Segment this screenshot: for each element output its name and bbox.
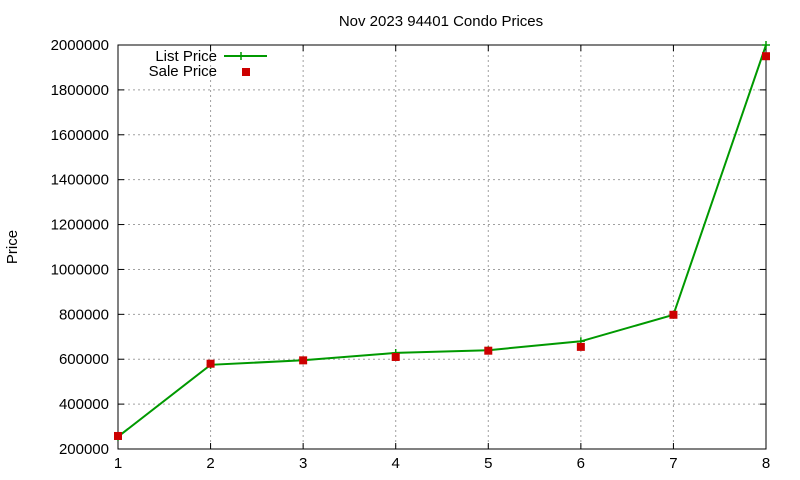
sale-price-point xyxy=(762,52,770,61)
y-tick-label: 200000 xyxy=(59,441,109,458)
legend-marker-list-price xyxy=(237,52,245,60)
sale-price-point xyxy=(299,356,308,365)
y-axis-label: Price xyxy=(4,230,21,264)
x-tick-label: 4 xyxy=(392,455,400,472)
x-tick-label: 8 xyxy=(762,455,770,472)
x-tick-label: 5 xyxy=(484,455,492,472)
y-tick-label: 1600000 xyxy=(51,127,109,144)
y-tick-label: 1200000 xyxy=(51,217,109,234)
x-tick-label: 6 xyxy=(577,455,585,472)
legend-label-sale-price: Sale Price xyxy=(149,63,217,80)
x-tick-label: 7 xyxy=(669,455,677,472)
x-tick-label: 3 xyxy=(299,455,307,472)
list-price-line xyxy=(117,44,767,438)
sale-price-point xyxy=(484,346,493,355)
y-tick-label: 400000 xyxy=(59,396,109,413)
sale-price-point xyxy=(391,352,400,361)
series-group xyxy=(114,41,770,441)
y-tick-label: 1400000 xyxy=(51,172,109,189)
sale-price-point xyxy=(669,310,678,319)
y-tick-label: 1800000 xyxy=(51,82,109,99)
legend-label-list-price: List Price xyxy=(155,48,217,65)
sale-price-point xyxy=(114,431,122,440)
sale-price-point xyxy=(206,359,215,368)
plot-frame xyxy=(117,44,767,450)
list-price-point xyxy=(762,41,770,49)
x-tick-label: 2 xyxy=(206,455,214,472)
y-tick-label: 2000000 xyxy=(51,37,109,54)
y-tick-label: 1000000 xyxy=(51,261,109,278)
y-tick-label: 600000 xyxy=(59,351,109,368)
axis-ticks: 2000004000006000008000001000000120000014… xyxy=(51,37,771,472)
sale-price-point xyxy=(576,342,585,351)
chart-title: Nov 2023 94401 Condo Prices xyxy=(339,13,543,30)
y-tick-label: 800000 xyxy=(59,306,109,323)
x-tick-label: 1 xyxy=(114,455,122,472)
legend: List Price Sale Price xyxy=(149,48,267,80)
grid xyxy=(118,45,766,449)
legend-marker-sale-price xyxy=(242,68,250,76)
